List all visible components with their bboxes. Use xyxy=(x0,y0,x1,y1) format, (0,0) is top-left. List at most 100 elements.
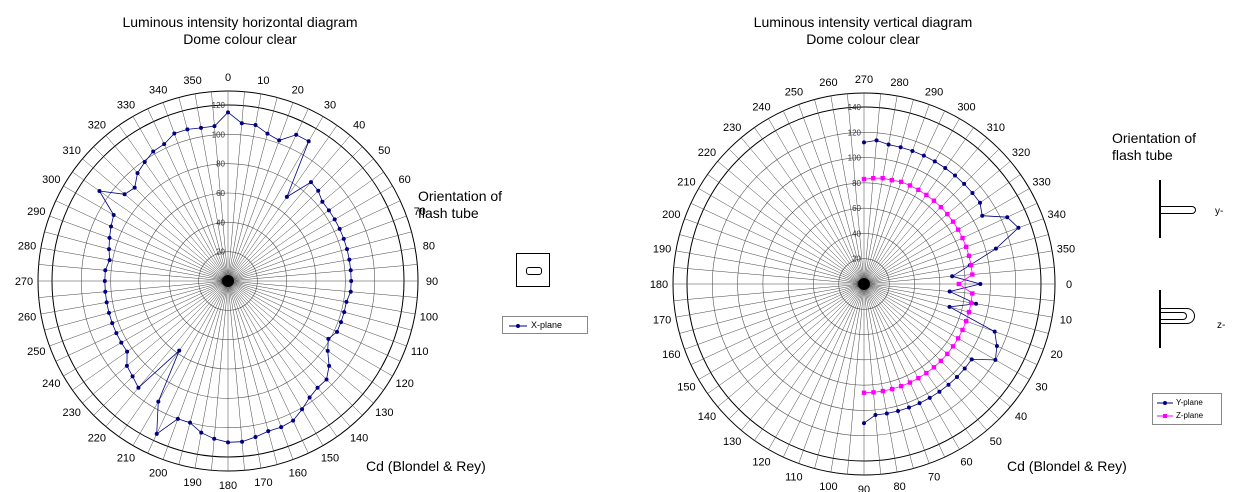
angle-tick-label: 170 xyxy=(254,477,272,489)
data-point xyxy=(978,282,983,286)
data-point xyxy=(931,198,937,203)
data-point xyxy=(265,131,270,136)
data-point xyxy=(277,138,282,143)
angle-tick-label: 10 xyxy=(257,75,269,87)
data-point xyxy=(345,247,350,252)
vertical-diagram-panel: Luminous intensity vertical diagram Dome… xyxy=(621,0,1242,492)
data-point xyxy=(917,401,922,406)
angle-tick-label: 150 xyxy=(321,453,339,465)
data-point xyxy=(956,281,962,287)
data-point xyxy=(284,194,289,199)
radial-tick-label: 100 xyxy=(848,154,862,163)
angle-tick-label: 60 xyxy=(399,174,411,186)
angle-tick-label: 170 xyxy=(653,315,671,327)
flash-tube-z-icon xyxy=(1149,290,1209,350)
angle-tick-label: 40 xyxy=(353,120,365,132)
data-point xyxy=(226,110,230,115)
data-point xyxy=(154,431,159,436)
legend-label-xplane: X-plane xyxy=(531,320,563,330)
data-point xyxy=(969,357,974,362)
data-point xyxy=(125,349,130,354)
series-x-plane xyxy=(97,110,354,445)
angle-tick-label: 70 xyxy=(414,206,426,218)
data-point xyxy=(924,192,929,198)
data-point xyxy=(324,377,329,382)
angle-tick-label: 270 xyxy=(15,276,33,288)
angle-tick-label: 330 xyxy=(117,99,135,111)
data-point xyxy=(325,348,330,353)
data-point xyxy=(136,385,141,390)
angle-tick-label: 110 xyxy=(411,346,429,358)
angle-tick-label: 340 xyxy=(149,84,167,96)
data-point xyxy=(106,310,111,315)
data-point xyxy=(910,148,915,153)
angle-tick-label: 210 xyxy=(117,453,135,465)
data-point xyxy=(326,336,331,341)
angle-tick-label: 20 xyxy=(292,84,304,96)
data-point xyxy=(199,430,204,435)
data-point xyxy=(107,258,112,263)
data-point xyxy=(122,192,127,197)
orientation-label-h: Orientation of flash tube xyxy=(418,188,503,221)
angle-tick-label: 80 xyxy=(893,481,905,492)
data-point xyxy=(963,318,969,324)
angle-tick-label: 280 xyxy=(890,77,908,89)
data-point xyxy=(977,200,982,205)
title-text-h: Luminous intensity horizontal diagram xyxy=(122,14,358,30)
data-point xyxy=(199,125,204,130)
data-point xyxy=(924,370,929,376)
data-point xyxy=(950,274,955,279)
angle-tick-label: 120 xyxy=(752,457,770,469)
angle-tick-label: 160 xyxy=(662,349,680,361)
data-point xyxy=(104,300,109,305)
data-point xyxy=(950,344,956,349)
data-point xyxy=(326,208,331,213)
data-point xyxy=(342,310,347,315)
data-point xyxy=(886,142,891,147)
radial-tick-label: 120 xyxy=(848,128,862,137)
radial-tick-label: 20 xyxy=(216,248,225,257)
data-point xyxy=(114,331,119,336)
angle-tick-label: 110 xyxy=(785,472,803,484)
data-point xyxy=(97,188,102,193)
data-point xyxy=(943,166,948,171)
data-point xyxy=(947,304,952,309)
data-point xyxy=(327,363,332,368)
data-point xyxy=(907,183,913,188)
data-point xyxy=(954,374,959,379)
angle-tick-label: 250 xyxy=(27,346,45,358)
data-point xyxy=(102,279,107,283)
data-point xyxy=(185,127,190,132)
data-point xyxy=(110,321,115,326)
data-point xyxy=(861,176,867,182)
data-point xyxy=(162,142,167,147)
data-point xyxy=(119,340,124,345)
data-point xyxy=(130,374,135,379)
angle-tick-label: 150 xyxy=(677,382,695,394)
chart-title-v: Luminous intensity vertical diagram Dome… xyxy=(663,14,1063,48)
data-point xyxy=(880,388,886,394)
data-point xyxy=(347,257,352,262)
data-point xyxy=(266,429,271,434)
data-point xyxy=(938,204,944,210)
data-point xyxy=(253,123,258,128)
data-point xyxy=(896,409,901,414)
data-point xyxy=(107,235,112,240)
angle-tick-label: 160 xyxy=(289,468,307,480)
data-point xyxy=(953,173,958,178)
angle-tick-label: 340 xyxy=(1047,209,1065,221)
data-point xyxy=(906,405,911,410)
angle-tick-label: 280 xyxy=(18,241,36,253)
center-hub xyxy=(222,275,234,287)
data-point xyxy=(966,253,972,259)
angle-tick-label: 50 xyxy=(990,436,1002,448)
legend-label-yplane: Y-plane xyxy=(1176,398,1203,407)
tube-label-y: y- xyxy=(1215,206,1224,217)
subtitle-text-h: Dome colour clear xyxy=(183,31,297,47)
angle-tick-label: 300 xyxy=(42,174,60,186)
data-point xyxy=(300,407,305,412)
flash-tube-icon xyxy=(516,253,550,287)
angle-tick-label: 80 xyxy=(423,241,435,253)
data-point xyxy=(156,399,161,404)
angle-tick-label: 350 xyxy=(183,75,201,87)
